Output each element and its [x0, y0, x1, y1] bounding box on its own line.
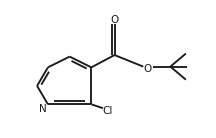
Text: Cl: Cl — [102, 105, 113, 116]
Text: N: N — [39, 104, 47, 114]
Text: O: O — [144, 64, 152, 74]
Text: O: O — [110, 15, 119, 25]
